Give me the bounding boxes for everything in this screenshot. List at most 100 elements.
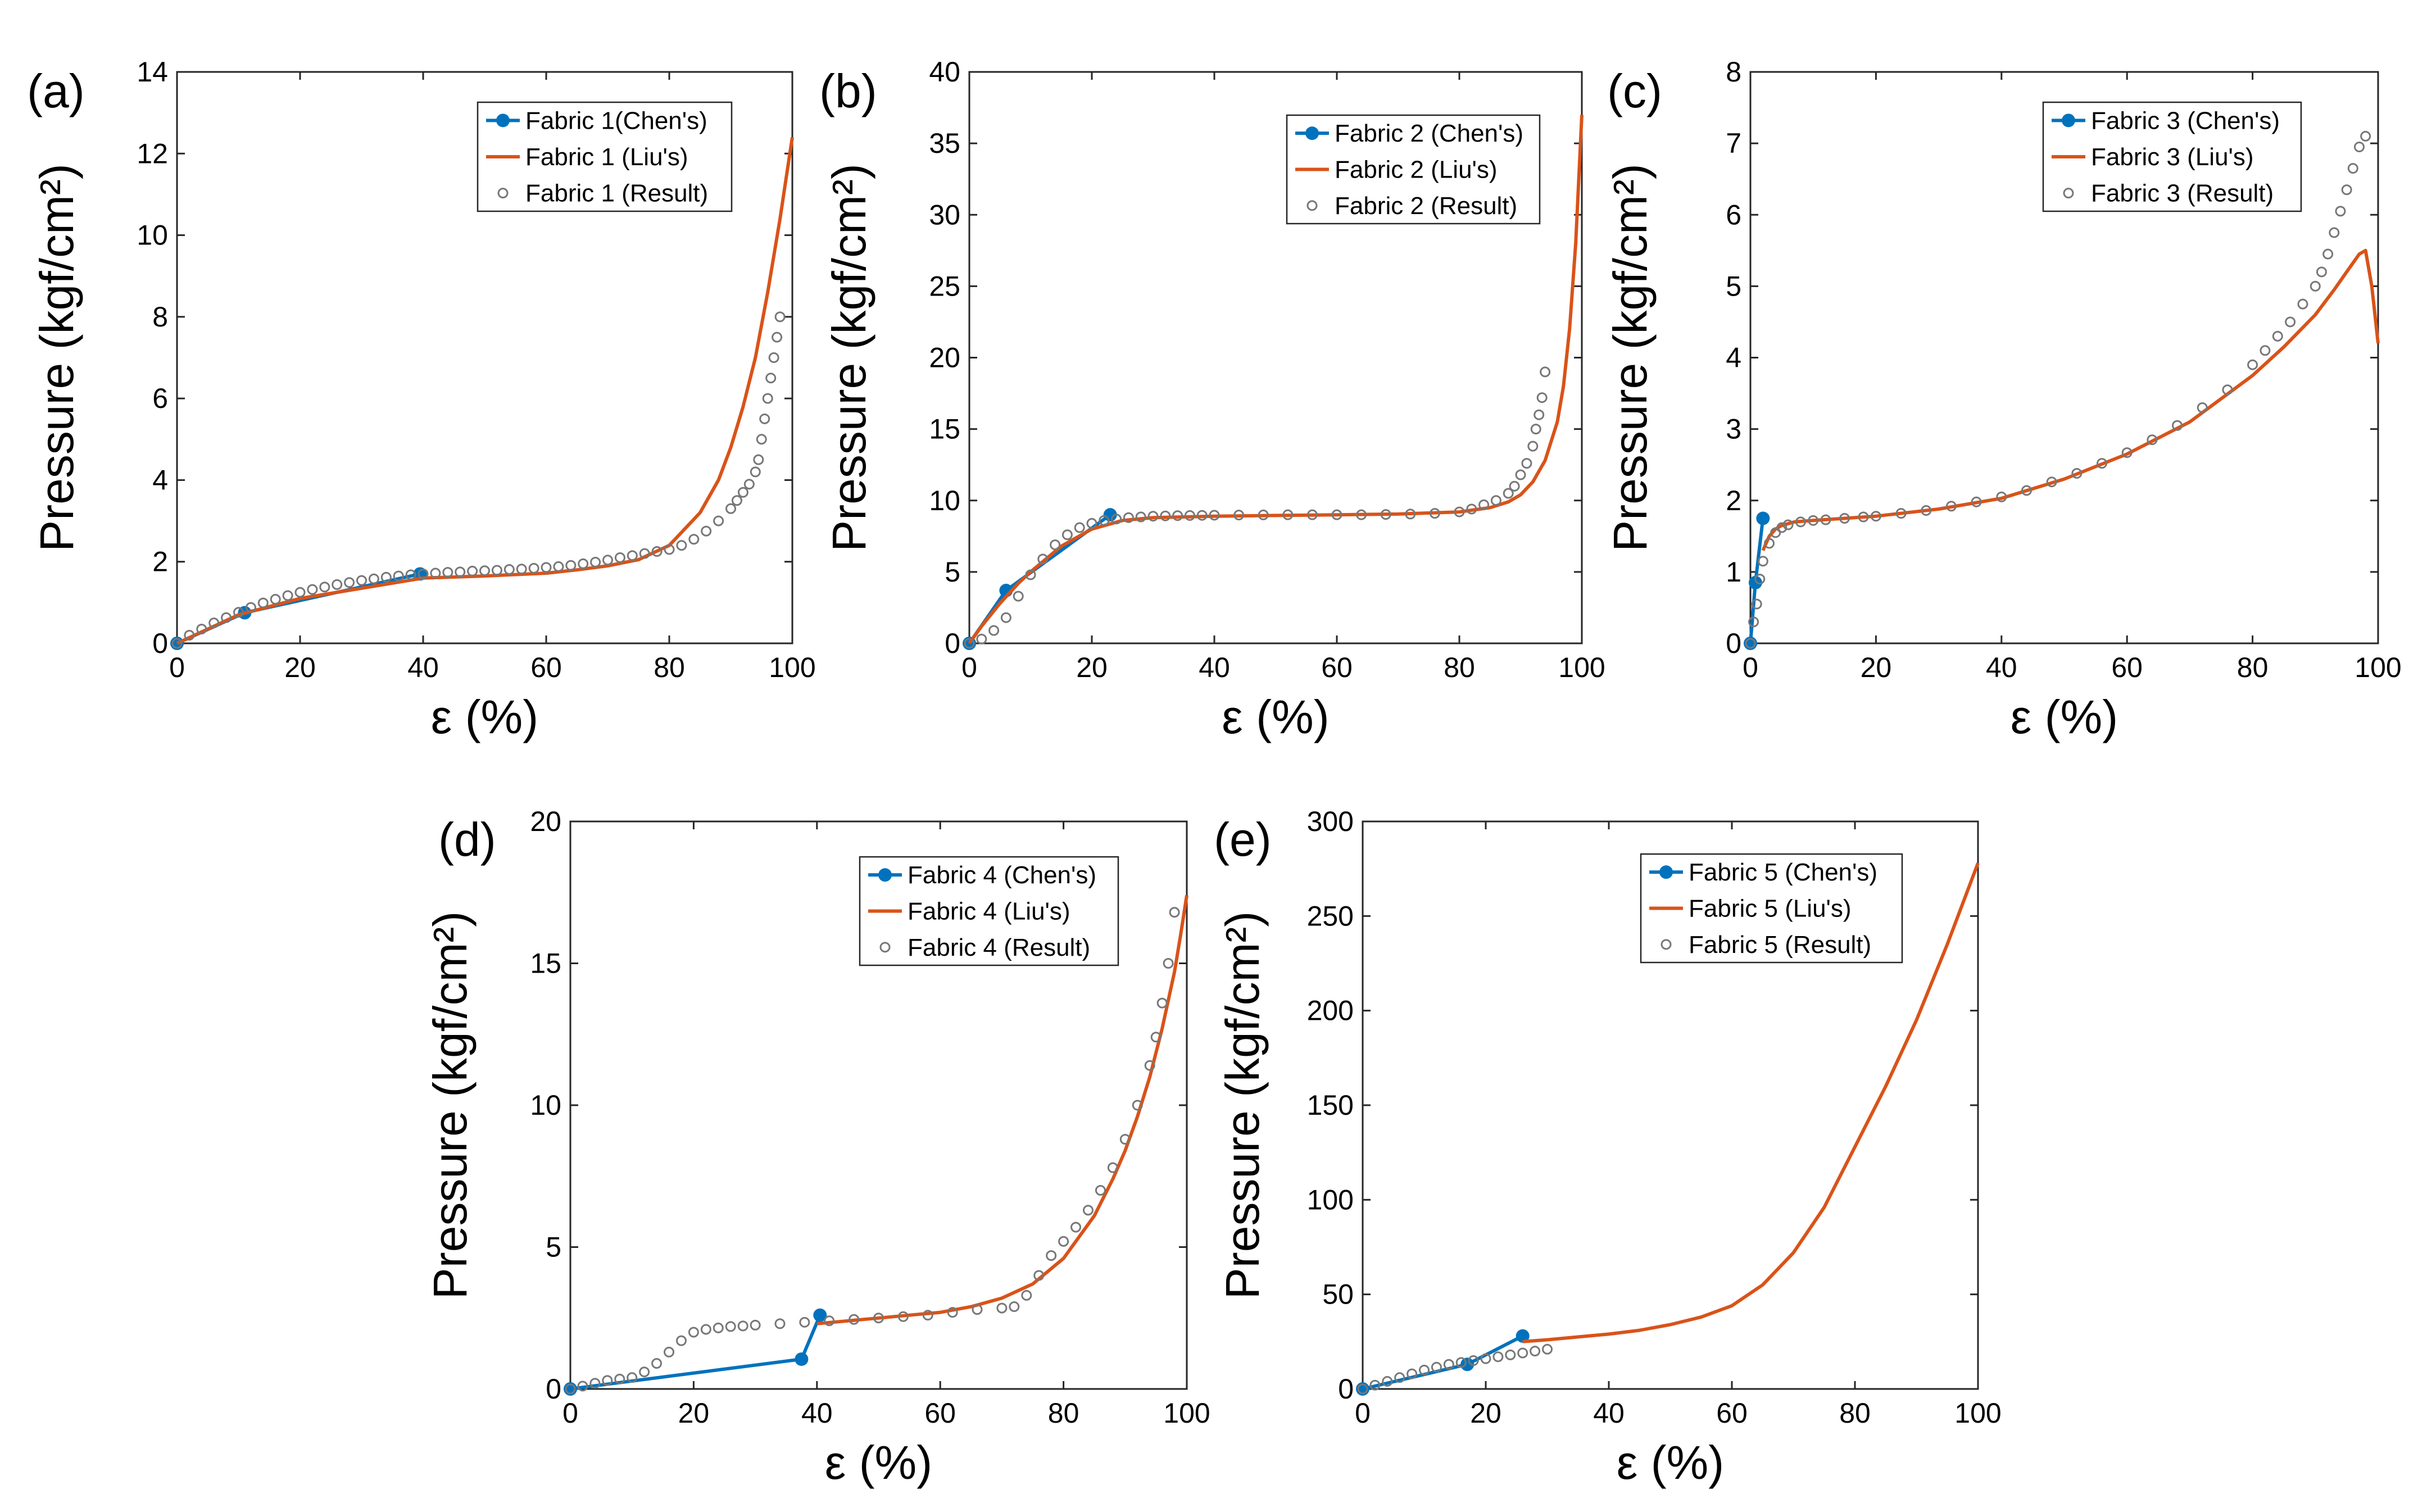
data-point-result <box>344 577 355 588</box>
data-point-result <box>2147 434 2158 446</box>
legend: Fabric 2 (Chen's) Fabric 2 (Liu's) Fabric … <box>1286 114 1541 225</box>
data-point-chen <box>795 1352 809 1366</box>
data-point-result <box>430 567 441 579</box>
data-point-result <box>2329 227 2340 238</box>
y-tick-label: 12 <box>137 138 168 169</box>
data-point-result <box>651 1358 663 1369</box>
y-tick-label: 100 <box>1307 1184 1354 1215</box>
legend: Fabric 4 (Chen's) Fabric 4 (Liu's) Fabric … <box>859 856 1119 966</box>
y-axis-label: Pressure (kgf/cm²) <box>1216 911 1269 1300</box>
data-point-result <box>1099 515 1110 526</box>
series-line <box>176 137 794 645</box>
data-point-result <box>799 1316 810 1328</box>
data-point-result <box>725 503 736 514</box>
data-point-result <box>1870 511 1881 522</box>
y-tick-label: 0 <box>1338 1373 1354 1405</box>
data-point-result <box>1095 1185 1106 1196</box>
y-axis-label: Pressure (kgf/cm²) <box>823 164 875 552</box>
x-tick-label: 60 <box>1321 652 1353 683</box>
data-point-result <box>1478 499 1490 510</box>
data-point-result <box>2071 467 2083 479</box>
data-point-result <box>368 573 379 584</box>
data-point-result <box>1132 1100 1143 1111</box>
x-axis-label: ε (%) <box>1617 1436 1724 1489</box>
data-point-result <box>602 555 613 566</box>
data-point-result <box>1306 509 1318 520</box>
x-tick-label: 100 <box>1163 1397 1210 1429</box>
data-point-result <box>1282 509 1294 520</box>
data-point-result <box>1107 1162 1118 1173</box>
x-tick-label: 100 <box>769 652 815 683</box>
data-point-result <box>1356 509 1367 520</box>
data-point-result <box>1490 495 1501 506</box>
data-point-result <box>541 562 552 573</box>
data-point-result <box>356 575 367 586</box>
x-tick-label: 0 <box>562 1397 578 1429</box>
data-point-result <box>2046 476 2057 488</box>
data-point-result <box>332 579 343 590</box>
data-point-result <box>491 565 502 576</box>
data-point-result <box>565 560 577 571</box>
data-point-result <box>1394 1372 1405 1383</box>
data-point-result <box>1058 1236 1069 1247</box>
data-point-result <box>688 1327 699 1338</box>
legend-entry: Fabric 2 (Liu's) <box>1335 156 1498 184</box>
x-tick-label: 0 <box>1355 1397 1371 1429</box>
y-tick-label: 5 <box>945 556 960 588</box>
series-line <box>968 513 1112 644</box>
data-point-result <box>245 602 256 613</box>
y-tick-label: 7 <box>1726 128 1741 159</box>
data-point-result <box>713 1322 724 1333</box>
x-tick-label: 20 <box>1861 652 1892 683</box>
legend-entry: Fabric 3 (Result) <box>2091 180 2274 207</box>
x-tick-label: 60 <box>1716 1397 1748 1429</box>
data-point-result <box>1169 907 1180 918</box>
data-point-result <box>1895 508 1907 519</box>
data-point-result <box>897 1311 909 1322</box>
data-point-result <box>1503 488 1514 499</box>
data-point-result <box>233 607 244 618</box>
data-point-result <box>589 1378 601 1389</box>
data-point-result <box>774 311 786 323</box>
y-tick-label: 20 <box>929 342 960 374</box>
y-tick-label: 35 <box>929 128 960 159</box>
data-point-result <box>627 1372 638 1383</box>
data-point-result <box>1754 574 1766 585</box>
x-tick-label: 20 <box>1076 652 1108 683</box>
data-point-result <box>380 571 392 583</box>
y-tick-label: 15 <box>929 414 960 445</box>
data-point-result <box>2347 163 2358 174</box>
data-point-chen <box>1103 508 1117 522</box>
data-point-result <box>196 624 207 635</box>
y-tick-label: 50 <box>1322 1279 1354 1310</box>
x-tick-label: 80 <box>1048 1397 1079 1429</box>
data-point-result <box>922 1310 933 1321</box>
data-point-result <box>1405 508 1416 520</box>
data-point-result <box>2335 206 2346 217</box>
data-point-result <box>1082 1205 1094 1216</box>
data-point-result <box>294 587 306 598</box>
data-point-result <box>972 1304 983 1315</box>
data-point-result <box>1921 505 1932 516</box>
data-point-result <box>208 617 220 629</box>
series-line <box>1522 862 1980 1343</box>
x-axis-label: ε (%) <box>2011 691 2118 743</box>
legend-box <box>477 101 733 212</box>
panel-label: (e) <box>1214 813 1272 866</box>
data-point-result <box>688 534 700 545</box>
data-point-result <box>565 1383 576 1395</box>
legend-marker-chen <box>878 868 892 882</box>
y-tick-label: 20 <box>530 806 561 837</box>
series-line <box>968 115 1584 644</box>
y-tick-label: 10 <box>137 220 168 251</box>
data-point-result <box>651 546 663 557</box>
legend-box <box>2042 101 2302 212</box>
legend-entry: Fabric 4 (Result) <box>908 934 1090 961</box>
data-point-result <box>528 562 539 574</box>
x-tick-label: 0 <box>961 652 977 683</box>
data-point-result <box>1839 513 1850 524</box>
series-open-circles <box>1745 130 2371 649</box>
y-tick-label: 6 <box>152 383 168 414</box>
data-point-result <box>1163 958 1174 969</box>
